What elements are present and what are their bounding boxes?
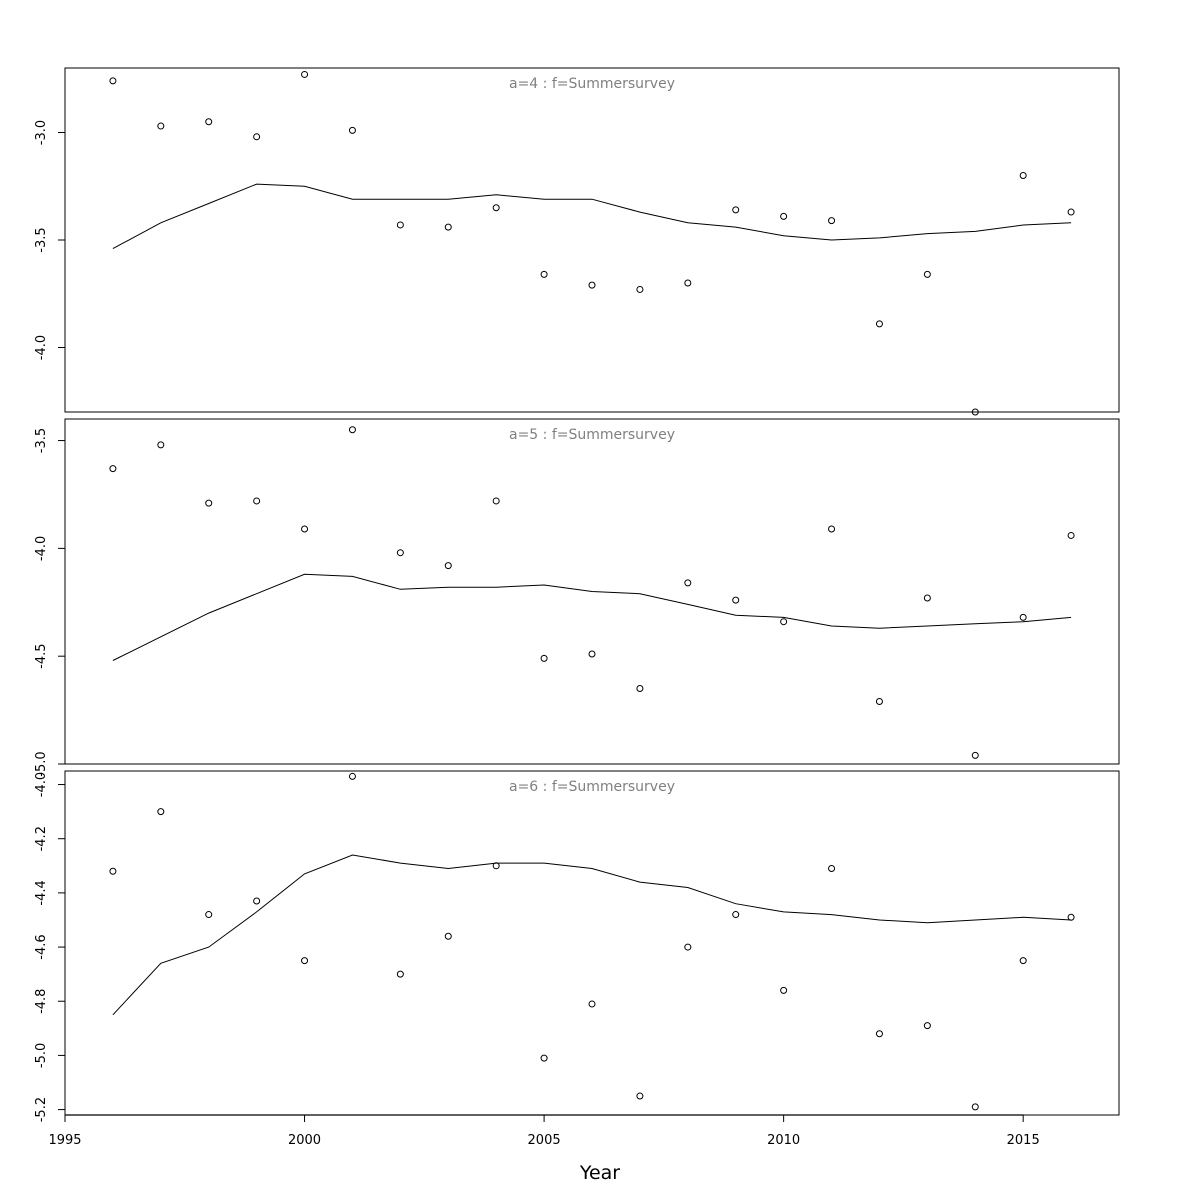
- data-point: [828, 217, 836, 225]
- x-axis-label: Year: [579, 1162, 620, 1184]
- x-tick-label: 2010: [767, 1133, 800, 1148]
- y-tick-label: -4.0: [34, 772, 49, 797]
- data-point: [1067, 208, 1075, 216]
- data-point: [923, 1022, 931, 1030]
- data-point: [540, 270, 548, 278]
- data-point: [253, 897, 261, 905]
- panel-title: a=6 : f=Summersurvey: [509, 779, 675, 795]
- data-point: [971, 751, 979, 759]
- data-point: [205, 118, 213, 126]
- panel: a=5 : f=Summersurvey -3.5 -4.0 -4.5 -5.0: [34, 418, 1120, 777]
- data-point: [780, 618, 788, 626]
- data-point: [301, 957, 309, 965]
- data-point: [684, 943, 692, 951]
- data-point: [444, 223, 452, 231]
- data-point: [1019, 613, 1027, 621]
- data-point: [828, 525, 836, 533]
- data-point: [301, 525, 309, 533]
- y-tick-label: -5.2: [34, 1097, 49, 1122]
- y-tick-label: -3.5: [34, 227, 49, 252]
- data-point: [109, 465, 117, 473]
- panels: a=4 : f=Summersurvey-3.0-3.5-4.0a=5 : f=…: [34, 67, 1120, 1122]
- y-axis: -4.0 -4.2 -4.4 -4.6 -4.8 -5.0 -5.2: [34, 772, 65, 1122]
- data-point: [588, 281, 596, 289]
- data-point: [205, 911, 213, 919]
- data-point: [205, 499, 213, 507]
- y-tick-label: -5.0: [34, 1043, 49, 1068]
- y-tick-label: -4.6: [34, 934, 49, 959]
- data-point: [109, 867, 117, 875]
- data-point: [636, 285, 644, 293]
- data-point: [875, 320, 883, 328]
- y-axis: -3.5 -4.0 -4.5 -5.0: [34, 428, 65, 777]
- data-point: [1067, 913, 1075, 921]
- data-point: [732, 596, 740, 604]
- data-point: [588, 1000, 596, 1008]
- y-tick-label: -4.0: [34, 536, 49, 561]
- data-point: [444, 562, 452, 570]
- plot-frame: [64, 418, 1120, 765]
- data-point: [971, 408, 979, 416]
- fitted-line: [112, 854, 1072, 1016]
- x-axis: 1995 2000 2005 2010 2015: [48, 1114, 1040, 1148]
- y-axis: -3.0 -3.5 -4.0: [34, 120, 65, 360]
- data-point: [780, 212, 788, 220]
- y-tick-label: -4.4: [34, 880, 49, 905]
- y-tick-label: -4.8: [34, 989, 49, 1014]
- data-point: [396, 970, 404, 978]
- data-point: [875, 697, 883, 705]
- fitted-line: [112, 183, 1072, 250]
- data-point: [396, 221, 404, 229]
- data-point: [301, 70, 309, 78]
- data-point: [588, 650, 596, 658]
- y-tick-label: -3.0: [34, 120, 49, 145]
- panel: a=4 : f=Summersurvey -3.0 -3.5 -4.0: [34, 67, 1120, 416]
- data-point: [684, 279, 692, 287]
- data-point: [348, 426, 356, 434]
- y-tick-label: -4.5: [34, 644, 49, 669]
- x-tick-label: 2005: [528, 1133, 561, 1148]
- data-point: [492, 204, 500, 212]
- y-tick-label: -5.0: [34, 751, 49, 776]
- data-point: [540, 654, 548, 662]
- data-point: [971, 1103, 979, 1111]
- panel-title: a=4 : f=Summersurvey: [509, 76, 675, 92]
- x-tick-label: 1995: [48, 1133, 81, 1148]
- data-point: [109, 77, 117, 85]
- data-point: [923, 594, 931, 602]
- data-point: [253, 133, 261, 141]
- panel-title: a=5 : f=Summersurvey: [509, 427, 675, 443]
- data-point: [1019, 172, 1027, 179]
- data-point: [157, 808, 165, 816]
- data-point: [1019, 957, 1027, 965]
- data-point: [732, 911, 740, 919]
- x-tick-label: 2015: [1007, 1133, 1040, 1148]
- data-point: [780, 986, 788, 994]
- data-point: [157, 441, 165, 449]
- data-point: [157, 122, 165, 130]
- data-point: [396, 549, 404, 557]
- data-point: [348, 126, 356, 134]
- data-point: [253, 497, 261, 505]
- data-point: [492, 497, 500, 505]
- y-tick-label: -4.0: [34, 335, 49, 360]
- data-point: [348, 772, 356, 780]
- fitted-line: [112, 573, 1072, 661]
- data-point: [732, 206, 740, 214]
- data-point: [923, 270, 931, 278]
- data-point: [444, 932, 452, 940]
- y-tick-label: -4.2: [34, 826, 49, 851]
- data-point: [636, 1092, 644, 1100]
- data-point: [1067, 531, 1075, 539]
- data-point: [875, 1030, 883, 1038]
- data-point: [684, 579, 692, 587]
- data-point: [492, 862, 500, 870]
- data-point: [540, 1054, 548, 1062]
- x-tick-label: 2000: [288, 1133, 321, 1148]
- y-tick-label: -3.5: [34, 428, 49, 453]
- data-point: [636, 685, 644, 693]
- data-point: [828, 865, 836, 873]
